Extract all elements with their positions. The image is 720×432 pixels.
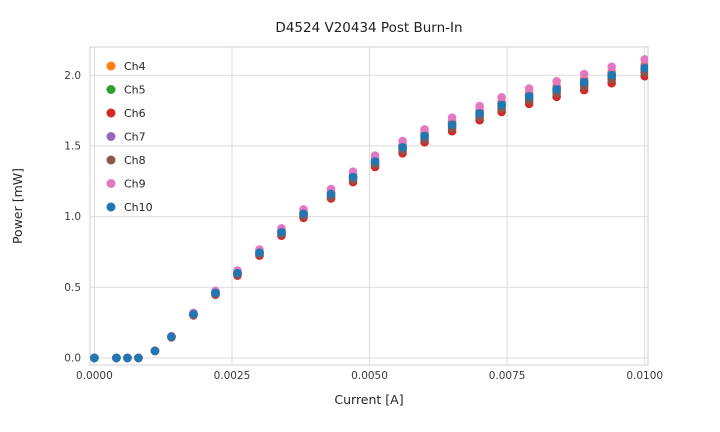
x-tick-label: 0.0000 xyxy=(76,370,113,382)
legend-label: Ch6 xyxy=(124,107,146,120)
data-point-Ch10 xyxy=(255,248,264,257)
y-tick-labels: 0.0 0.5 1.0 1.5 2.0 xyxy=(64,70,81,365)
data-point-Ch10 xyxy=(123,353,132,363)
y-tick-label: 1.0 xyxy=(64,211,81,223)
legend-label: Ch7 xyxy=(124,130,146,143)
data-point-Ch10 xyxy=(398,143,407,152)
data-point-Ch10 xyxy=(167,332,176,342)
data-point-Ch10 xyxy=(233,268,242,278)
data-point-Ch9 xyxy=(447,113,457,122)
y-axis-label: Power [mW] xyxy=(10,168,25,244)
legend-item-Ch8: Ch8 xyxy=(106,154,146,167)
data-point-Ch10 xyxy=(607,70,616,80)
data-point-Ch10 xyxy=(134,353,143,363)
data-point-Ch10 xyxy=(150,346,160,356)
data-point-Ch10 xyxy=(524,92,534,101)
x-axis-label: Current [A] xyxy=(334,392,403,407)
data-point-Ch10 xyxy=(497,100,506,110)
data-point-Ch10 xyxy=(277,227,286,237)
data-point-Ch10 xyxy=(447,120,457,130)
legend-marker-icon xyxy=(106,61,116,71)
legend-label: Ch4 xyxy=(124,60,146,73)
data-point-Ch10 xyxy=(211,288,220,298)
x-tick-label: 0.0050 xyxy=(351,370,388,382)
legend-marker-icon xyxy=(106,132,116,141)
x-tick-label: 0.0025 xyxy=(214,370,251,382)
gridlines xyxy=(90,47,648,365)
data-point-Ch10 xyxy=(420,131,429,141)
y-tick-label: 2.0 xyxy=(64,70,81,82)
data-point-Ch10 xyxy=(326,189,336,199)
data-point-Ch10 xyxy=(370,157,380,166)
data-point-Ch9 xyxy=(370,151,380,160)
data-point-Ch10 xyxy=(348,172,358,182)
legend-item-Ch6: Ch6 xyxy=(106,107,146,120)
data-point-Ch9 xyxy=(420,125,429,134)
y-tick-label: 1.5 xyxy=(64,140,81,152)
legend-item-Ch4: Ch4 xyxy=(106,60,146,73)
data-point-Ch9 xyxy=(607,62,616,72)
data-point-Ch9 xyxy=(524,84,534,93)
data-point-Ch10 xyxy=(189,309,198,319)
data-point-Ch10 xyxy=(552,85,561,94)
data-point-Ch10 xyxy=(579,78,589,87)
legend-item-Ch5: Ch5 xyxy=(106,83,146,96)
data-point-Ch10 xyxy=(90,353,99,363)
x-tick-label: 0.0075 xyxy=(489,370,526,382)
x-tick-label: 0.0100 xyxy=(626,370,663,382)
y-tick-label: 0.5 xyxy=(64,282,81,294)
data-point-Ch9 xyxy=(579,69,589,79)
data-point-Ch10 xyxy=(112,353,121,363)
legend-marker-icon xyxy=(106,179,116,188)
data-point-Ch9 xyxy=(398,136,407,146)
legend-item-Ch7: Ch7 xyxy=(106,130,146,143)
data-point-Ch9 xyxy=(497,93,506,102)
y-tick-label: 0.0 xyxy=(64,352,81,364)
legend-marker-icon xyxy=(106,155,116,165)
plot-border xyxy=(89,46,649,366)
data-point-Ch10 xyxy=(640,63,648,73)
legend-item-Ch9: Ch9 xyxy=(106,177,146,190)
legend-label: Ch9 xyxy=(124,177,146,190)
data-point-Ch9 xyxy=(552,77,561,86)
chart-title: D4524 V20434 Post Burn-In xyxy=(275,20,462,36)
legend: Ch4 Ch5 Ch6 Ch7 Ch8 Ch9 Ch10 xyxy=(106,60,153,214)
data-point-Ch9 xyxy=(475,101,484,111)
x-tick-labels: 0.0000 0.0025 0.0050 0.0075 0.0100 xyxy=(76,370,663,382)
data-points xyxy=(90,55,648,363)
data-point-Ch9 xyxy=(640,55,648,64)
legend-label: Ch8 xyxy=(124,154,146,167)
legend-marker-icon xyxy=(106,108,116,118)
data-point-Ch10 xyxy=(299,209,308,219)
legend-label: Ch10 xyxy=(124,201,153,214)
legend-marker-icon xyxy=(106,202,116,212)
legend-marker-icon xyxy=(106,85,116,94)
legend-label: Ch5 xyxy=(124,83,146,96)
data-point-Ch10 xyxy=(475,109,484,118)
legend-item-Ch10: Ch10 xyxy=(106,201,153,214)
